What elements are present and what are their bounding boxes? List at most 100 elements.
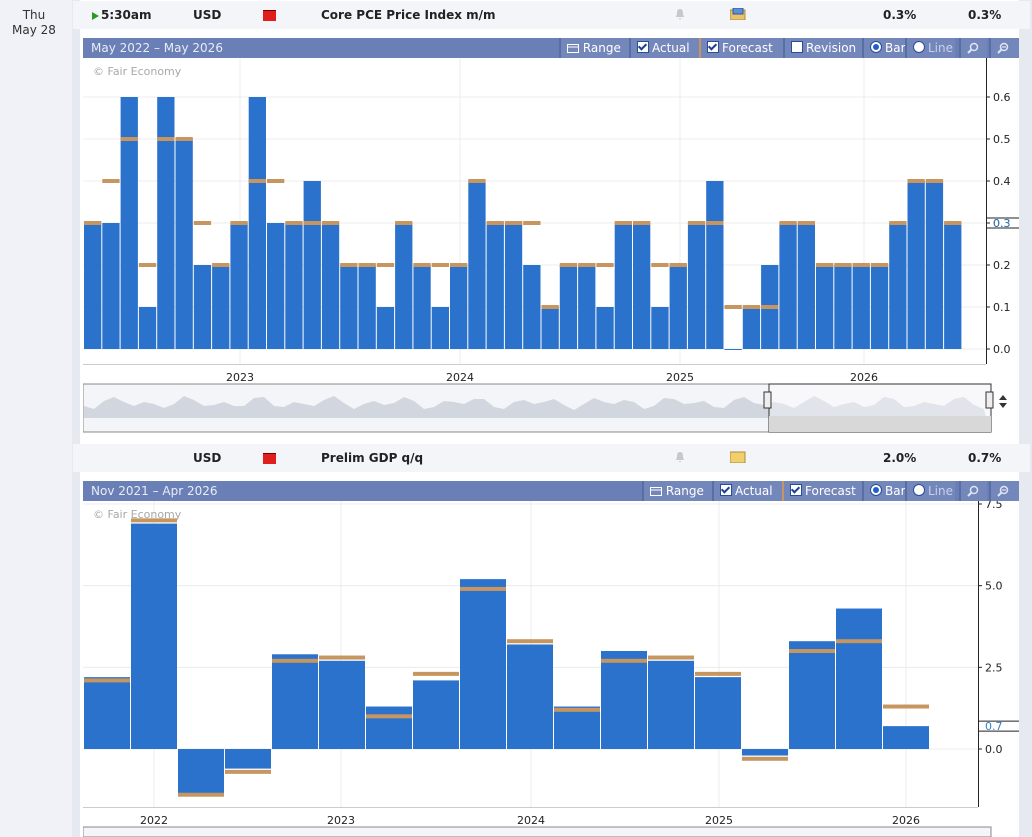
forecast-marker [486, 221, 504, 225]
watermark: © Fair Economy [93, 65, 182, 78]
actual-bar [578, 265, 596, 349]
forecast-toggle[interactable]: Forecast [782, 481, 862, 501]
forecast-marker [883, 704, 929, 709]
range-navigator [83, 826, 992, 837]
range-label: Range [665, 484, 704, 498]
forecast-marker [413, 671, 459, 676]
actual-bar [225, 749, 271, 769]
event-currency: USD [193, 8, 222, 22]
radio-icon [870, 484, 882, 496]
prelim-gdp-chart[interactable]: © Fair Economy 7.5 5.0 2.5 0.0 0.7 2022 2023 202… [83, 501, 1019, 837]
forecast-marker [559, 263, 578, 267]
x-tick-label: 2026 [850, 371, 878, 384]
y-tick-label: 0.0 [985, 743, 1003, 756]
event-title[interactable]: Prelim GDP q/q [321, 451, 424, 465]
forecast-value: 0.3% [968, 8, 1002, 22]
event-row-prelim-gdp[interactable]: USD Prelim GDP q/q 2.0% 0.7% [73, 444, 1030, 472]
right-gutter [1019, 0, 1032, 837]
bell-icon[interactable] [675, 451, 685, 463]
forecast-marker [395, 221, 413, 225]
range-button[interactable]: Range [642, 481, 712, 501]
event-title[interactable]: Core PCE Price Index m/m [321, 8, 496, 22]
event-row-core-pce[interactable]: 5:30am USD Core PCE Price Index m/m 0.3%… [73, 1, 1030, 29]
range-label: Range [582, 41, 621, 55]
y-tick-label: 0.6 [993, 91, 1011, 104]
bar-label: Bar [885, 484, 906, 498]
actual-bar [157, 97, 175, 349]
actual-bar [742, 307, 761, 349]
x-tick-label: 2026 [892, 814, 920, 827]
actual-bar [431, 307, 449, 349]
actual-bar [358, 265, 376, 349]
checkbox-icon [790, 484, 802, 496]
actual-bar [230, 223, 248, 349]
folder-icon[interactable] [730, 451, 746, 463]
actual-bar [285, 223, 303, 349]
actual-bar [248, 97, 266, 349]
line-radio[interactable]: Line [905, 38, 955, 58]
zoom-in-button[interactable] [959, 481, 987, 501]
forecast-marker [358, 263, 376, 267]
range-button[interactable]: Range [559, 38, 629, 58]
bell-icon[interactable] [675, 8, 685, 20]
actual-bar [836, 608, 882, 749]
forecast-marker [468, 179, 486, 183]
navigator-handle-right [985, 391, 994, 409]
forecast-marker [695, 671, 741, 676]
actual-bar [84, 677, 130, 749]
actual-bar [816, 265, 834, 349]
zoom-out-button[interactable] [989, 38, 1019, 58]
actual-bar [706, 181, 724, 349]
forecast-marker [614, 221, 632, 225]
radio-icon [870, 41, 882, 53]
actual-bar [413, 265, 431, 349]
revision-toggle[interactable]: Revision [783, 38, 862, 58]
forecast-marker [601, 658, 647, 663]
actual-bar [319, 660, 365, 749]
actual-bar [303, 181, 321, 349]
chart-panel-prelim-gdp: Nov 2021 – Apr 2026 Range Actual Forecas… [83, 481, 1019, 837]
forecast-marker [852, 263, 870, 267]
bar-radio[interactable]: Bar [862, 38, 906, 58]
actual-bar [102, 223, 120, 349]
actual-bar [687, 223, 706, 349]
forecast-marker [366, 714, 412, 719]
forecast-toggle[interactable]: Forecast [699, 38, 783, 58]
impact-flag-icon [263, 10, 276, 21]
zoom-in-button[interactable] [959, 38, 987, 58]
checkbox-icon [637, 41, 649, 53]
actual-bar [601, 651, 647, 749]
bar-radio[interactable]: Bar [862, 481, 906, 501]
checkbox-icon [707, 41, 719, 53]
forecast-marker [834, 263, 852, 267]
line-radio[interactable]: Line [905, 481, 955, 501]
forecast-marker [193, 221, 212, 225]
watermark: © Fair Economy [93, 508, 182, 521]
actual-toggle[interactable]: Actual [629, 38, 699, 58]
actual-bar [779, 223, 797, 349]
forecast-marker [102, 179, 120, 183]
core-pce-chart[interactable]: © Fair Economy0.60.50.40.30.20.10.00.320… [83, 58, 1019, 434]
actual-toggle[interactable]: Actual [712, 481, 782, 501]
forecast-marker [272, 658, 318, 663]
navigator-series [84, 396, 986, 418]
y-tick-label: 0.4 [993, 175, 1011, 188]
chart-panel-core-pce: May 2022 – May 2026 Range Actual Forecas… [83, 38, 1019, 434]
scrollbar-thumb [769, 416, 991, 432]
actual-bar [138, 307, 157, 349]
zoom-out-button[interactable] [989, 481, 1019, 501]
actual-bar [633, 223, 651, 349]
forecast-marker [225, 769, 271, 774]
actual-bar [614, 223, 632, 349]
forecast-marker [870, 263, 889, 267]
actual-bar [450, 265, 468, 349]
folder-icon[interactable] [730, 8, 746, 20]
actual-bar [541, 307, 559, 349]
actual-bar [504, 223, 523, 349]
weekday-label: Thu [22, 8, 46, 22]
actual-bar [376, 307, 395, 349]
date-column: Thu May 28 [0, 0, 73, 837]
zoom-out-icon [997, 485, 1009, 497]
actual-label: Actual [652, 41, 690, 55]
y-tick-label: 0.0 [993, 343, 1011, 356]
